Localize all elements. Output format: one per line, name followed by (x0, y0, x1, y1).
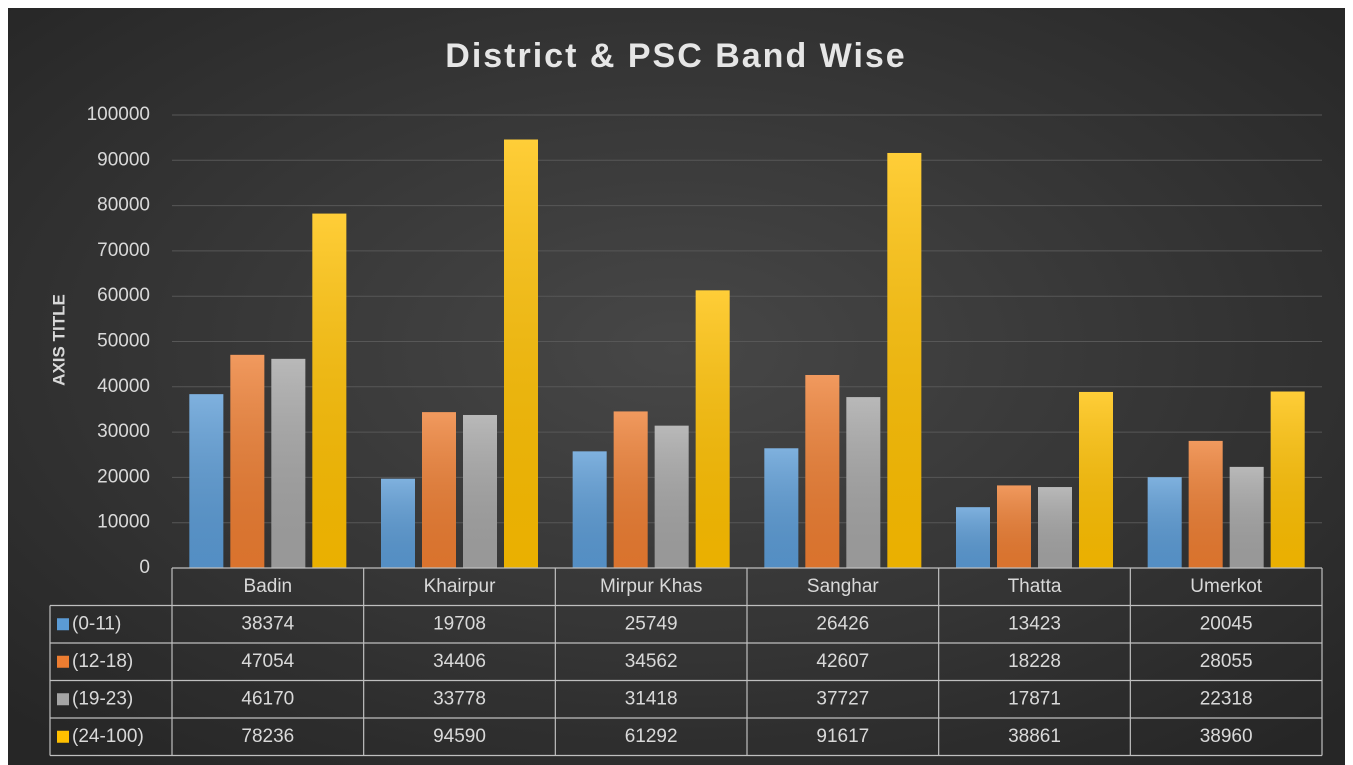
bar-sheen (956, 507, 990, 568)
legend-label: (19-23) (72, 688, 133, 709)
bar-sheen (613, 411, 648, 568)
bar-sheen (312, 213, 347, 568)
y-tick-label: 80000 (97, 195, 150, 216)
y-tick-label: 30000 (97, 421, 150, 442)
bar-sheen (887, 152, 922, 569)
table-value: 46170 (241, 688, 294, 709)
table-value: 25749 (625, 613, 678, 634)
table-value: 18228 (1008, 651, 1061, 672)
table-value: 20045 (1200, 613, 1253, 634)
y-tick-label: 0 (139, 557, 150, 578)
bar-sheen (189, 394, 224, 568)
bar-sheen (422, 412, 456, 568)
legend-label: (12-18) (72, 651, 133, 672)
bar-sheen (230, 354, 265, 568)
bar-sheen (271, 358, 306, 568)
table-value: 42607 (816, 651, 869, 672)
table-value: 34562 (625, 651, 678, 672)
y-tick-label: 60000 (97, 285, 150, 306)
table-value: 78236 (241, 726, 294, 747)
legend-label: (24-100) (72, 726, 144, 747)
x-tick-label: Thatta (1008, 576, 1062, 597)
table-value: 31418 (625, 688, 678, 709)
bar-sheen (572, 451, 607, 568)
bar-sheen (1188, 440, 1223, 568)
bar-sheen (1229, 466, 1264, 568)
legend-swatch (57, 655, 69, 668)
table-value: 38960 (1200, 726, 1253, 747)
x-tick-label: Umerkot (1190, 576, 1263, 597)
bar-sheen (997, 485, 1031, 568)
y-tick-label: 40000 (97, 376, 150, 397)
table-value: 26426 (816, 613, 869, 634)
chart-title: District & PSC Band Wise (445, 37, 906, 75)
bar-sheen (1038, 487, 1072, 568)
bar-sheen (805, 374, 840, 568)
bar-sheen (846, 397, 881, 568)
table-value: 47054 (241, 651, 294, 672)
table-value: 13423 (1008, 613, 1061, 634)
bar-sheen (695, 290, 730, 568)
table-value: 38861 (1008, 726, 1061, 747)
y-tick-label: 10000 (97, 512, 150, 533)
legend-swatch (57, 618, 69, 631)
x-tick-label: Khairpur (424, 576, 496, 597)
y-tick-label: 90000 (97, 149, 150, 170)
x-tick-label: Badin (244, 576, 293, 597)
bar-sheen (381, 478, 415, 568)
bar-sheen (1270, 391, 1305, 568)
table-value: 22318 (1200, 688, 1253, 709)
table-value: 61292 (625, 726, 678, 747)
table-value: 19708 (433, 613, 486, 634)
table-value: 34406 (433, 651, 486, 672)
y-axis-title: AXIS TITLE (49, 294, 68, 386)
bar-sheen (654, 425, 689, 568)
y-tick-label: 20000 (97, 466, 150, 487)
y-tick-label: 50000 (97, 331, 150, 352)
bar-sheen (504, 139, 538, 568)
y-tick-label: 100000 (87, 104, 150, 125)
table-value: 28055 (1200, 651, 1253, 672)
bar-sheen (764, 448, 799, 568)
bar-sheen (1079, 391, 1113, 568)
table-value: 38374 (241, 613, 294, 634)
legend-swatch (57, 693, 69, 706)
bar-sheen (1147, 477, 1182, 568)
table-value: 33778 (433, 688, 486, 709)
x-tick-label: Sanghar (807, 576, 880, 597)
legend-label: (0-11) (72, 613, 121, 634)
table-value: 37727 (816, 688, 869, 709)
table-value: 91617 (816, 726, 869, 747)
table-value: 94590 (433, 726, 486, 747)
y-tick-label: 70000 (97, 240, 150, 261)
bar-sheen (463, 414, 497, 568)
x-tick-label: Mirpur Khas (600, 576, 702, 597)
table-value: 17871 (1008, 688, 1061, 709)
legend-swatch (57, 730, 69, 743)
